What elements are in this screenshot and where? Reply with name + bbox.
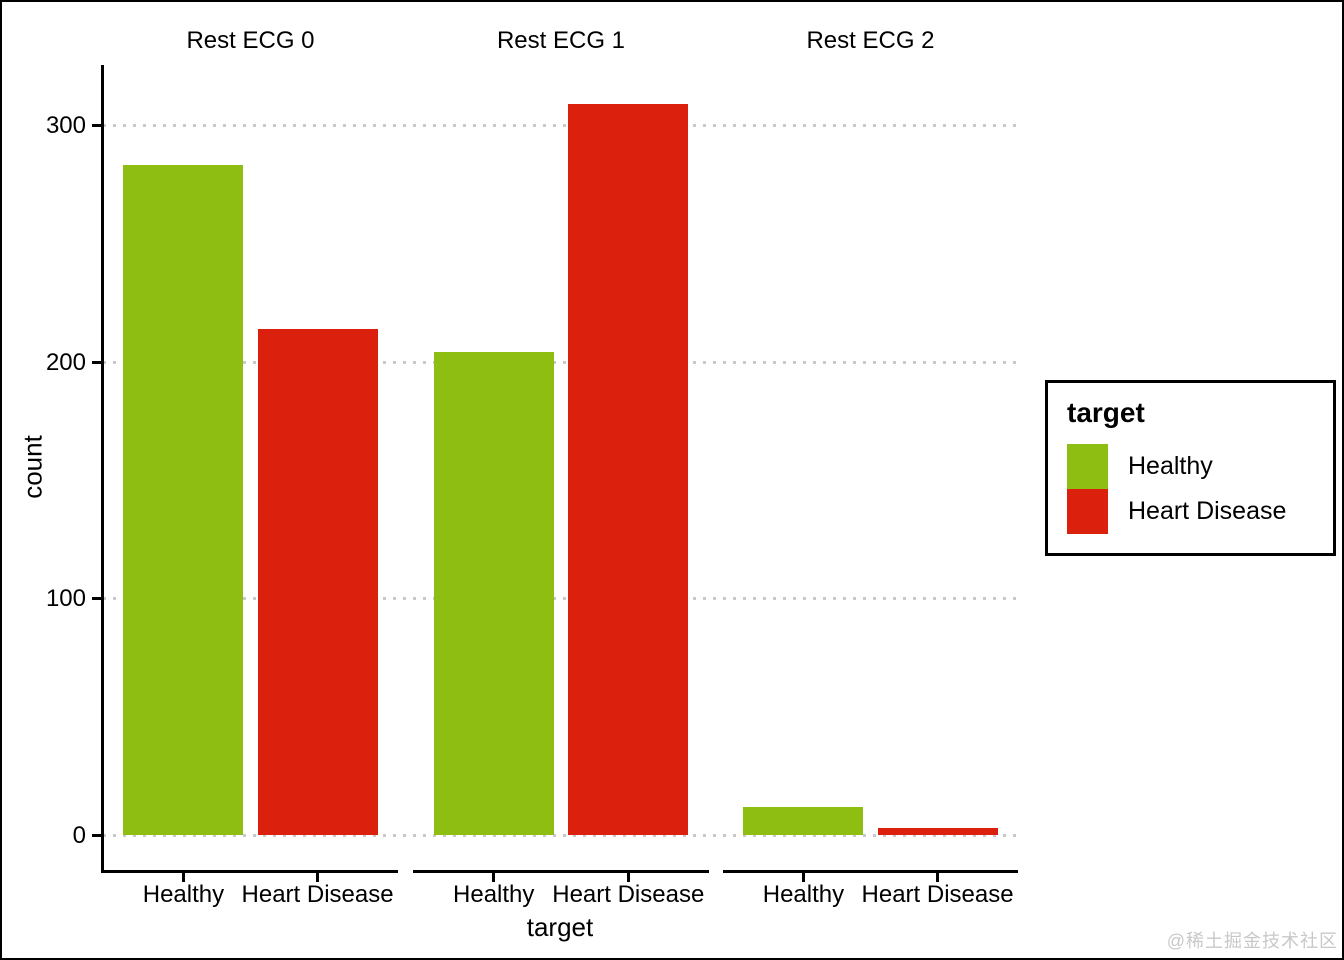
- watermark: @稀土掘金技术社区: [1166, 931, 1338, 951]
- x-axis-title: target: [526, 912, 594, 942]
- x-category-label-1-healthy: Healthy: [453, 881, 535, 908]
- y-tick-300: [92, 124, 102, 127]
- x-category-label-2-healthy: Healthy: [762, 881, 845, 908]
- y-tick-label-300: 300: [45, 112, 86, 139]
- x-category-label-0-healthy: Healthy: [142, 881, 225, 908]
- x-axis-line-1: [413, 870, 709, 873]
- bar-rest-ecg-2-healthy: [743, 806, 864, 835]
- facet-title-rest-ecg-2: Rest ECG 2: [806, 27, 935, 54]
- legend-label-healthy: Healthy: [1128, 452, 1213, 480]
- y-tick-0: [92, 834, 102, 837]
- legend-item-healthy: Healthy: [1067, 444, 1333, 489]
- bar-rest-ecg-1-healthy: [433, 352, 554, 835]
- x-category-label-2-heart-disease: Heart Disease: [861, 881, 1014, 908]
- facet-title-rest-ecg-0: Rest ECG 0: [186, 27, 315, 54]
- x-axis-line-2: [723, 870, 1018, 873]
- y-axis-line: [101, 65, 104, 873]
- x-tick-0-healthy: [181, 873, 185, 882]
- x-tick-2-healthy: [801, 873, 805, 882]
- legend-swatch-healthy: [1067, 444, 1108, 489]
- y-tick-label-0: 0: [72, 822, 86, 849]
- y-gridline-0: [103, 834, 1018, 837]
- y-tick-100: [92, 597, 102, 601]
- x-tick-1-heart-disease: [626, 873, 630, 882]
- x-tick-0-heart-disease: [316, 873, 320, 882]
- legend-swatch-heart-disease: [1067, 489, 1108, 534]
- x-axis-line-0: [101, 870, 398, 873]
- x-category-label-1-heart-disease: Heart Disease: [552, 881, 705, 908]
- facet-title-rest-ecg-1: Rest ECG 1: [496, 27, 626, 54]
- x-category-label-0-heart-disease: Heart Disease: [241, 881, 394, 908]
- legend: target Healthy Heart Disease: [1045, 380, 1336, 556]
- bar-rest-ecg-0-heart-disease: [257, 328, 378, 835]
- bar-rest-ecg-1-heart-disease: [568, 103, 689, 835]
- legend-title: target: [1067, 397, 1145, 428]
- y-tick-label-200: 200: [45, 348, 86, 376]
- y-axis-title: count: [17, 435, 48, 499]
- legend-item-heart-disease: Heart Disease: [1067, 489, 1333, 534]
- x-tick-2-heart-disease: [936, 873, 940, 882]
- x-tick-1-healthy: [492, 873, 496, 882]
- legend-label-heart-disease: Heart Disease: [1128, 497, 1287, 525]
- y-tick-label-100: 100: [45, 585, 86, 613]
- y-gridline-100: [103, 597, 1018, 601]
- y-tick-200: [92, 360, 102, 364]
- bar-rest-ecg-0-healthy: [123, 165, 244, 835]
- bar-rest-ecg-2-heart-disease: [877, 827, 998, 835]
- y-gridline-300: [103, 124, 1018, 127]
- y-gridline-200: [103, 360, 1018, 364]
